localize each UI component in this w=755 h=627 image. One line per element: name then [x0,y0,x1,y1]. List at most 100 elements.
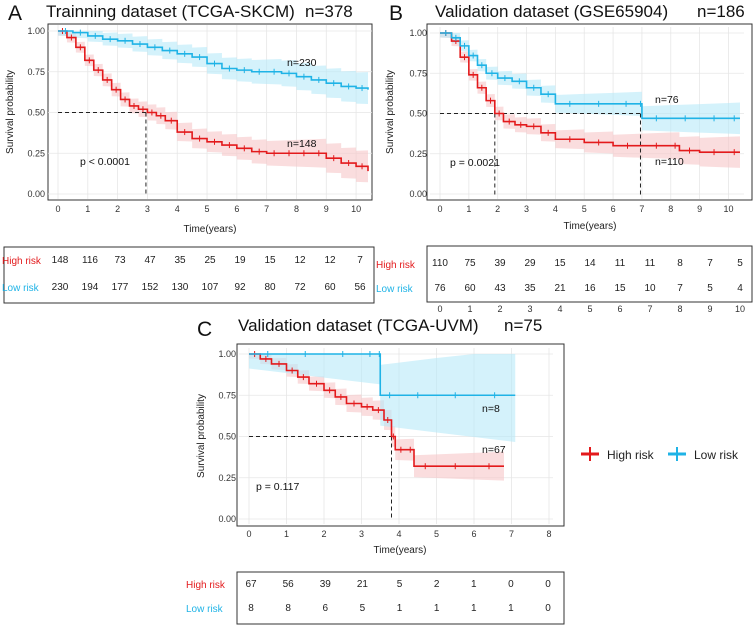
risk-count: 60 [324,282,336,293]
x-tick-label: 5 [582,204,587,214]
x-tick-label: 6 [611,204,616,214]
risk-count: 39 [320,579,332,590]
n-high-risk: n=110 [655,156,684,168]
y-axis-label: Survival probability [5,70,16,154]
risk-label-high: High risk [376,260,416,271]
risk-count: 35 [524,283,536,294]
chart-title: Validation dataset (TCGA-UVM) [238,316,479,335]
risk-time-tick: 6 [617,304,622,314]
risk-count: 75 [464,258,476,269]
risk-count: 1 [471,603,477,614]
risk-count: 148 [52,255,69,266]
ci-band-low [440,33,740,135]
x-tick-label: 3 [524,204,529,214]
y-tick-label: 0.50 [409,109,427,119]
median-lines [249,436,392,520]
risk-count: 7 [357,255,363,266]
x-tick-label: 7 [509,529,514,539]
survival-curves [58,28,369,172]
y-tick-label: 0.00 [218,514,236,524]
x-tick-label: 3 [359,529,364,539]
risk-count: 6 [322,603,328,614]
risk-count: 29 [524,258,536,269]
risk-count: 15 [264,255,276,266]
risk-count: 12 [294,255,306,266]
legend-label-high: High risk [607,448,655,462]
total-n: n=75 [504,316,542,335]
risk-table-time-ticks: 0 1 2 3 4 5 6 7 8 9 10 [437,304,745,314]
risk-count: 16 [584,283,596,294]
risk-count: 80 [264,282,276,293]
risk-count: 230 [52,282,69,293]
p-value: p = 0.0021 [450,157,500,169]
p-value: p < 0.0001 [80,156,130,168]
x-tick-label: 7 [639,204,644,214]
x-tick-label: 0 [55,204,60,214]
ci-band-high [58,31,368,188]
ci-band-high [440,33,740,168]
survival-curves [249,351,516,470]
y-axis-label: Survival probability [196,394,207,478]
x-tick-label: 10 [723,204,733,214]
risk-count: 11 [645,258,656,269]
x-tick-label: 3 [145,204,150,214]
median-lines [440,113,641,195]
y-tick-label: 1.00 [27,26,45,36]
n-low-risk: n=76 [655,94,679,106]
x-tick-label: 6 [234,204,239,214]
risk-count: 14 [584,258,596,269]
y-tick-label: 0.00 [409,189,427,199]
risk-label-low: Low risk [376,284,414,295]
risk-count: 194 [82,282,99,293]
risk-label-low: Low risk [2,283,40,294]
risk-count: 5 [707,283,713,294]
risk-count: 73 [114,255,126,266]
risk-table-values: 110 75 39 29 15 14 11 11 8 7 576 60 43 35 21 16 15 10 7 5 4 [432,258,743,294]
risk-count: 0 [508,579,514,590]
curve-high-risk [249,353,504,467]
risk-table-box [236,571,565,625]
risk-time-tick: 4 [557,304,562,314]
x-axis-ticks: 0 1 2 3 4 5 6 7 8 [246,529,551,539]
x-tick-label: 6 [471,529,476,539]
x-tick-label: 10 [351,204,361,214]
risk-count: 1 [397,603,403,614]
risk-count: 76 [434,283,446,294]
y-tick-label: 0.50 [27,108,45,118]
confidence-bands [249,354,516,481]
risk-count: 56 [354,282,366,293]
p-value: p = 0.117 [256,481,299,493]
x-tick-label: 5 [205,204,210,214]
risk-time-tick: 10 [735,304,745,314]
x-tick-label: 0 [246,529,251,539]
risk-time-tick: 3 [527,304,532,314]
x-tick-label: 8 [294,204,299,214]
median-lines [58,112,147,195]
risk-label-low: Low risk [186,604,224,615]
risk-time-tick: 0 [437,304,442,314]
risk-count: 21 [554,283,566,294]
risk-time-tick: 5 [587,304,592,314]
survival-curves [440,30,740,156]
risk-count: 25 [204,255,216,266]
legend-label-low: Low risk [694,448,739,462]
x-axis-ticks: 0 1 2 3 4 5 6 7 8 9 10 [55,204,361,214]
y-tick-label: 0.25 [27,148,45,158]
curve-low-risk [249,353,516,397]
risk-count: 7 [707,258,713,269]
risk-count: 2 [434,579,440,590]
risk-count: 92 [234,282,246,293]
x-tick-label: 4 [553,204,558,214]
y-tick-label: 0.50 [218,432,236,442]
risk-count: 8 [677,258,683,269]
risk-count: 19 [234,255,246,266]
y-tick-label: 1.00 [218,349,236,359]
risk-count: 72 [294,282,306,293]
x-tick-label: 2 [321,529,326,539]
risk-count: 177 [112,282,129,293]
x-axis-label: Time(years) [184,224,237,235]
x-tick-label: 2 [115,204,120,214]
risk-count: 11 [615,258,626,269]
n-low-risk: n=8 [482,403,500,415]
